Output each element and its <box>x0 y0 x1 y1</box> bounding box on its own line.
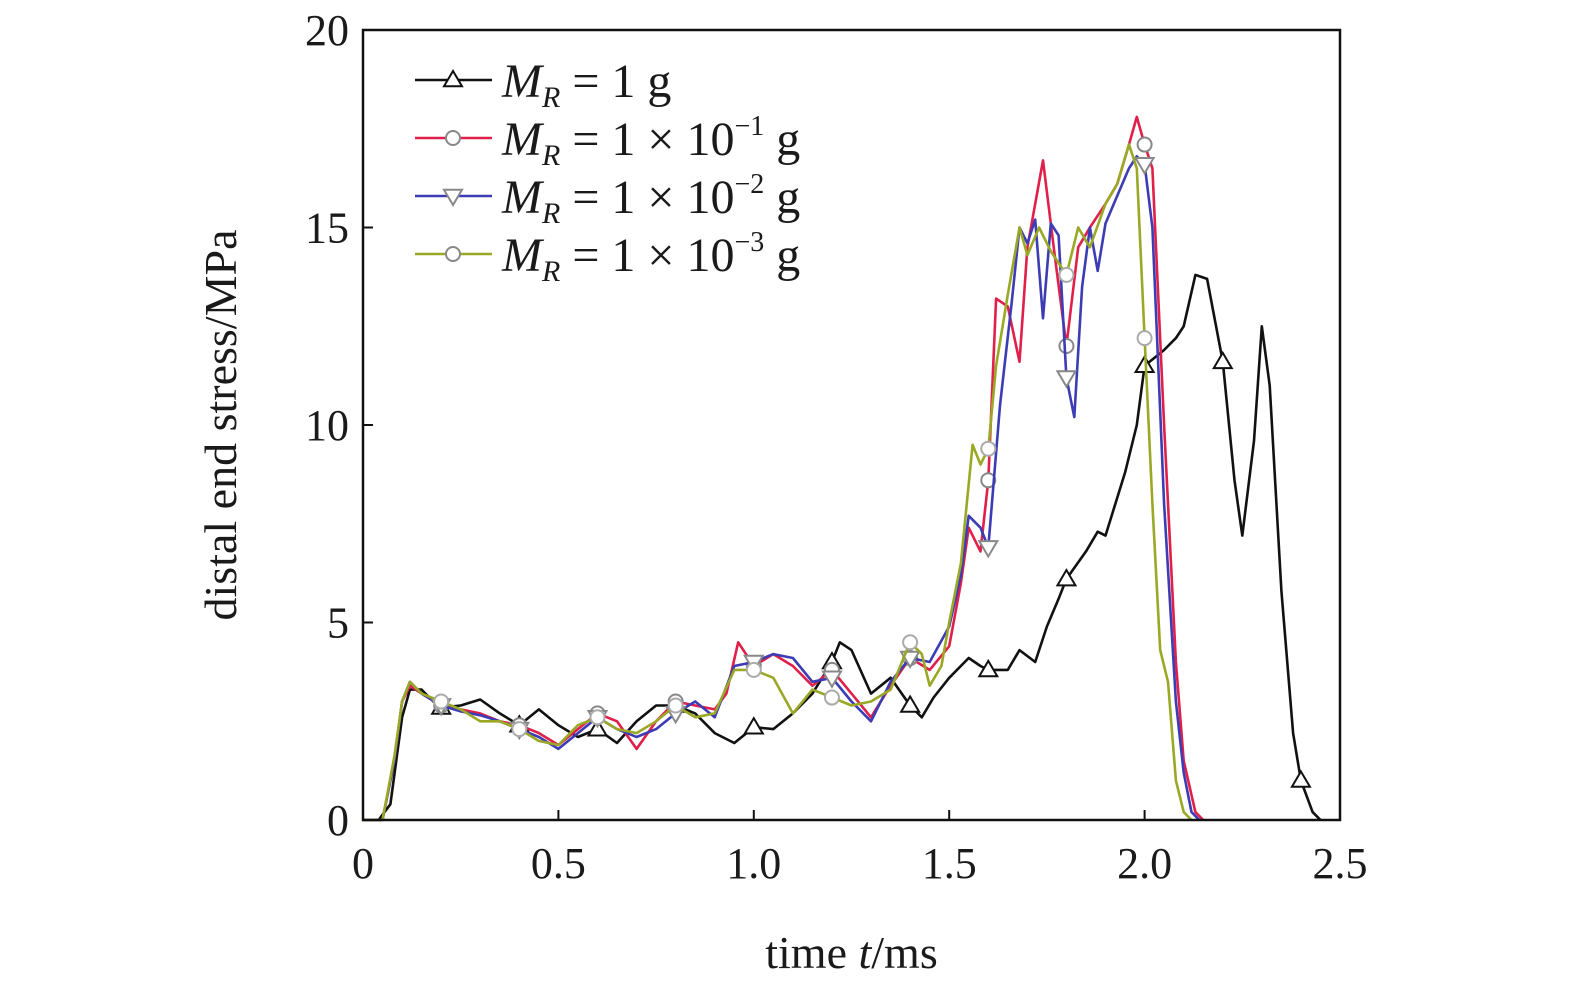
series-1-marker <box>1290 769 1312 788</box>
x-tick-label: 1.5 <box>922 839 977 888</box>
legend-entry-1: MR = 1 g <box>415 55 671 114</box>
x-tick-label: 2.0 <box>1117 839 1172 888</box>
x-tick-label: 1.0 <box>726 839 781 888</box>
x-tick-label: 0 <box>352 839 374 888</box>
legend-label: MR = 1 × 10−3 g <box>501 227 800 288</box>
series-4-marker <box>823 689 840 706</box>
series-4 <box>363 143 1193 822</box>
series-4-marker <box>1136 330 1153 347</box>
series-3-marker <box>1055 370 1078 389</box>
series-layer <box>363 115 1322 822</box>
series-1-marker <box>977 658 1000 678</box>
legend-entry-2: MR = 1 × 10−1 g <box>415 111 800 172</box>
series-4-marker <box>589 709 606 726</box>
series-4-marker <box>1058 266 1075 283</box>
series-2-marker <box>1136 136 1153 153</box>
axis-ticks: 0 0.5 1.0 1.5 2.0 2.5 0 5 10 15 20 <box>305 6 1368 888</box>
legend-swatch-marker <box>442 188 464 207</box>
y-axis-label: distal end stress/MPa <box>195 230 246 621</box>
series-2-marker <box>980 472 997 489</box>
legend-label: MR = 1 g <box>501 55 671 114</box>
series-1-marker <box>1055 568 1078 587</box>
legend-swatch-marker <box>445 246 461 262</box>
legend-entry-4: MR = 1 × 10−3 g <box>415 227 800 288</box>
x-axis-label: time t/ms <box>765 927 938 978</box>
series-3-marker <box>1133 157 1156 176</box>
legend-entry-3: MR = 1 × 10−2 g <box>415 169 800 230</box>
y-tick-label: 20 <box>305 6 349 55</box>
series-3-marker <box>977 540 1000 559</box>
y-tick-label: 15 <box>305 204 349 253</box>
x-tick-label: 2.5 <box>1313 839 1368 888</box>
y-tick-label: 0 <box>327 796 349 845</box>
legend-swatch-marker <box>445 130 461 146</box>
series-1-line <box>363 273 1322 822</box>
series-2-marker <box>1058 338 1075 354</box>
legend: MR = 1 gMR = 1 × 10−1 gMR = 1 × 10−2 gMR… <box>415 55 800 288</box>
series-1-marker <box>899 694 921 713</box>
legend-label: MR = 1 × 10−1 g <box>501 111 800 172</box>
series-4-marker <box>433 693 450 710</box>
series-1 <box>363 273 1322 822</box>
series-3-marker <box>821 670 843 689</box>
series-4-marker <box>980 440 997 457</box>
series-4-marker <box>745 661 762 678</box>
y-tick-label: 5 <box>327 599 349 648</box>
x-tick-label: 0.5 <box>531 839 586 888</box>
series-1-marker <box>743 716 765 735</box>
legend-swatch-marker <box>442 69 464 88</box>
series-1-marker <box>1212 350 1234 370</box>
legend-label: MR = 1 × 10−2 g <box>501 169 800 230</box>
y-tick-label: 10 <box>305 401 349 450</box>
series-4-marker <box>511 721 528 738</box>
series-4-marker <box>902 634 919 651</box>
series-4-marker <box>667 697 684 714</box>
